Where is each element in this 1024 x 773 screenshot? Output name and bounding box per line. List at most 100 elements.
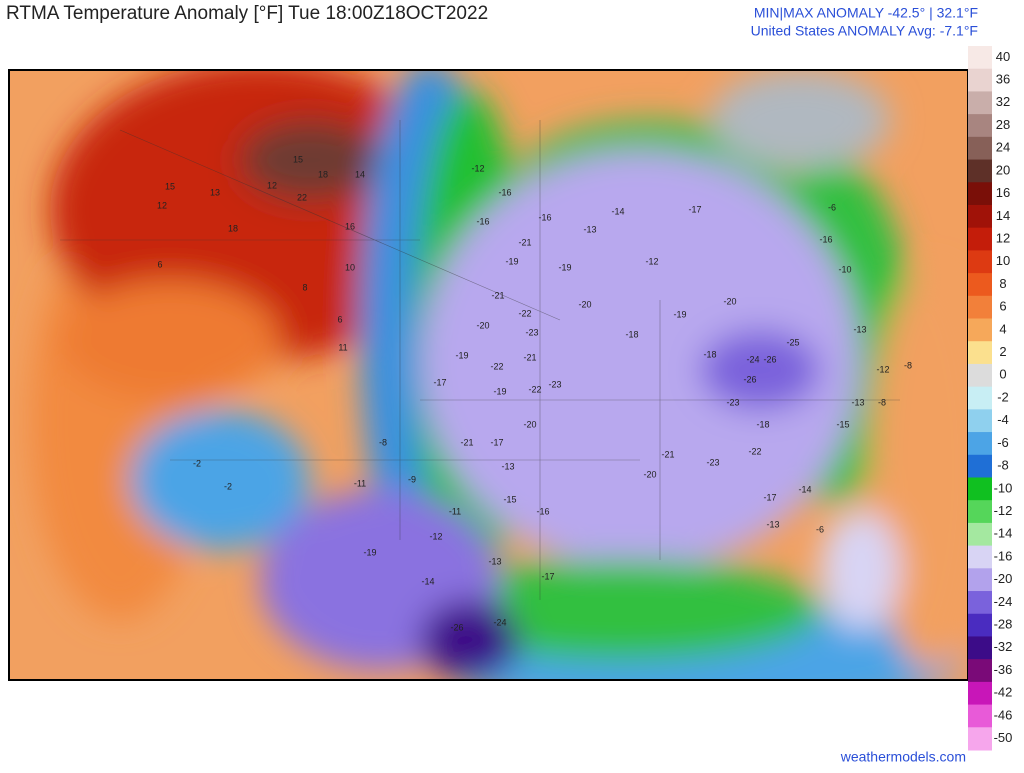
colorbar-swatch — [968, 204, 992, 229]
colorbar-label: -46 — [994, 707, 1013, 722]
map-label: -11 — [449, 506, 461, 516]
map-label: -13 — [488, 556, 501, 566]
colorbar-label: 20 — [996, 162, 1010, 177]
colorbar-label: 14 — [996, 208, 1010, 223]
map-label: -2 — [193, 458, 201, 468]
map-label: -17 — [433, 377, 446, 387]
map-label: -24 — [493, 617, 506, 627]
map-label: -14 — [421, 576, 434, 586]
credit: weathermodels.com — [840, 749, 966, 765]
map-label: 15 — [165, 181, 175, 191]
map-label: 18 — [318, 169, 328, 179]
colorbar-swatch — [968, 704, 992, 728]
map-label: -21 — [491, 290, 504, 300]
colorbar-label: -42 — [994, 685, 1013, 700]
map-label: -16 — [538, 212, 551, 222]
map-label: -20 — [578, 299, 591, 309]
map-label: 18 — [228, 223, 238, 233]
colorbar-label: 4 — [999, 321, 1006, 336]
map-label: -24 — [746, 354, 759, 364]
colorbar-label: -32 — [994, 639, 1013, 654]
map-label: -23 — [548, 379, 561, 389]
colorbar-swatch — [968, 522, 992, 547]
map-label: -21 — [523, 352, 536, 362]
colorbar-label: 2 — [999, 344, 1006, 359]
map-label: -8 — [379, 437, 387, 447]
map-label: -23 — [706, 457, 719, 467]
colorbar-swatch — [968, 68, 992, 92]
map-label: -15 — [836, 419, 849, 429]
colorbar-swatch — [968, 114, 992, 138]
map-label: -16 — [498, 187, 511, 197]
stats-line: MIN|MAX ANOMALY -42.5° | 32.1°F — [754, 5, 978, 21]
colorbar-swatch — [968, 613, 992, 637]
map-label: -17 — [541, 571, 554, 581]
map-label: -21 — [661, 449, 674, 459]
map-label: -12 — [429, 531, 442, 541]
colorbar-label: -28 — [994, 617, 1013, 632]
map — [9, 70, 968, 680]
map-label: -23 — [726, 397, 739, 407]
map-label: -14 — [798, 484, 811, 494]
colorbar-swatch — [968, 363, 992, 388]
colorbar-label: 12 — [996, 230, 1010, 245]
map-label: -19 — [505, 256, 518, 266]
colorbar-swatch — [968, 477, 992, 501]
colorbar-swatch — [968, 182, 992, 206]
map-label: -18 — [703, 349, 716, 359]
colorbar-label: 6 — [999, 299, 1006, 314]
map-label: 14 — [355, 169, 365, 179]
map-label: 6 — [337, 314, 342, 324]
map-label: 10 — [345, 262, 355, 272]
colorbar-label: -6 — [997, 435, 1009, 450]
colorbar-swatch — [968, 318, 992, 342]
map-label: -26 — [763, 354, 776, 364]
colorbar-swatch — [968, 591, 992, 615]
map-label: -16 — [819, 234, 832, 244]
map-label: -19 — [558, 262, 571, 272]
map-label: -20 — [643, 469, 656, 479]
map-label: 12 — [157, 200, 167, 210]
map-label: -26 — [450, 622, 463, 632]
map-label: 15 — [293, 154, 303, 164]
map-label: -16 — [476, 216, 489, 226]
map-label: -22 — [528, 384, 541, 394]
colorbar-swatch — [968, 568, 992, 592]
colorbar-label: 8 — [999, 276, 1006, 291]
colorbar-swatch — [968, 454, 992, 478]
colorbar-swatch — [968, 136, 992, 161]
map-label: -9 — [408, 474, 416, 484]
colorbar-label: -16 — [994, 548, 1013, 563]
map-label: 16 — [345, 221, 355, 231]
colorbar-label: -2 — [997, 389, 1009, 404]
map-label: -25 — [786, 337, 799, 347]
map-label: -6 — [816, 524, 824, 534]
colorbar-swatch — [968, 227, 992, 251]
map-label: -26 — [743, 374, 756, 384]
map-label: -12 — [876, 364, 889, 374]
map-label: -18 — [756, 419, 769, 429]
colorbar: 4036322824201614121086420-2-4-6-8-10-12-… — [968, 46, 1012, 751]
colorbar-label: 36 — [996, 72, 1010, 87]
colorbar-label: 28 — [996, 117, 1010, 132]
map-label: -13 — [851, 397, 864, 407]
map-label: 12 — [267, 180, 277, 190]
colorbar-swatch — [968, 659, 992, 683]
colorbar-swatch — [968, 386, 992, 410]
colorbar-label: -24 — [994, 594, 1013, 609]
map-label: -22 — [490, 361, 503, 371]
map-label: 13 — [210, 187, 220, 197]
colorbar-swatch — [968, 636, 992, 660]
map-labels: 15 18 14 22 13 15 12 18 16 10 12 6 8 6 1… — [157, 154, 912, 632]
colorbar-label: 24 — [996, 140, 1010, 155]
map-label: -17 — [763, 492, 776, 502]
map-label: 8 — [302, 282, 307, 292]
map-label: -15 — [503, 494, 516, 504]
map-label: -13 — [853, 324, 866, 334]
colorbar-swatch — [968, 250, 992, 274]
map-label: -17 — [688, 204, 701, 214]
colorbar-label: -12 — [994, 503, 1013, 518]
colorbar-swatch — [968, 273, 992, 297]
